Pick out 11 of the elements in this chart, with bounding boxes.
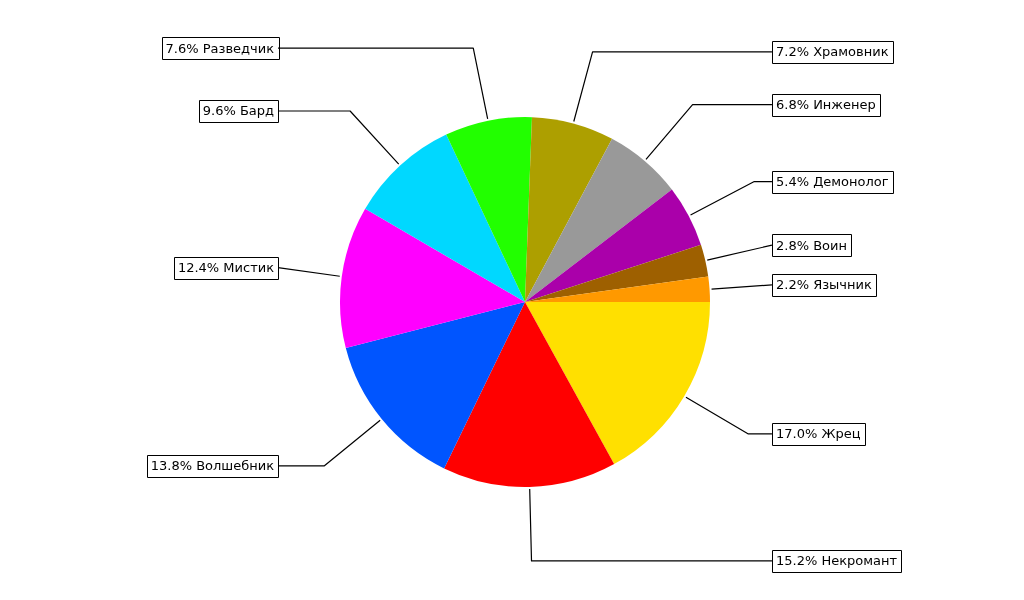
slice-label: 7.6% Разведчик <box>165 40 275 56</box>
slice-label: 17.0% Жрец <box>775 426 861 442</box>
slice-label: 15.2% Некромант <box>775 553 898 569</box>
slice-label: 2.2% Язычник <box>775 277 872 293</box>
slice-label: 6.8% Инженер <box>775 96 876 112</box>
slice-label: 2.8% Воин <box>775 237 847 253</box>
slice-label: 9.6% Бард <box>202 103 275 119</box>
slice-label: 13.8% Волшебник <box>150 458 275 474</box>
slice-label: 5.4% Демонолог <box>775 173 889 189</box>
slice-label: 12.4% Мистик <box>177 260 275 276</box>
slice-label: 7.2% Храмовник <box>775 44 889 60</box>
